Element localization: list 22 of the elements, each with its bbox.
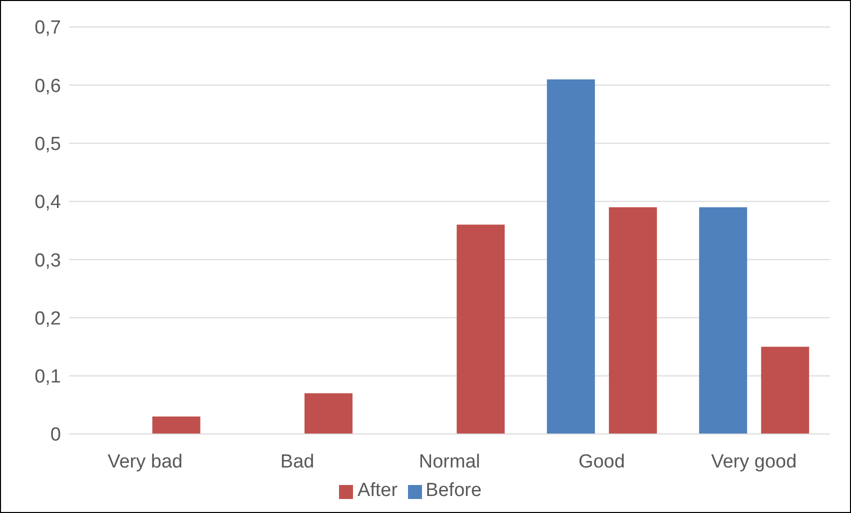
bar — [608, 207, 657, 434]
bar — [761, 346, 810, 434]
bar — [304, 393, 353, 434]
y-tick-label: 0,6 — [34, 76, 61, 97]
legend-label: Before — [426, 480, 482, 501]
y-tick-label: 0 — [50, 424, 61, 446]
y-tick-label: 0,4 — [34, 192, 62, 214]
x-tick-label: Normal — [418, 451, 480, 472]
bar — [456, 224, 505, 434]
bar — [699, 207, 748, 434]
y-tick-label: 0,1 — [34, 366, 61, 388]
legend-label: After — [357, 480, 398, 501]
y-tick-label: 0,2 — [34, 308, 61, 330]
y-tick-label: 0,7 — [34, 18, 61, 39]
bar — [546, 79, 595, 434]
bar — [152, 416, 200, 434]
x-tick-label: Very bad — [108, 451, 183, 472]
x-tick-label: Bad — [280, 451, 314, 472]
y-tick-label: 0,5 — [34, 134, 61, 156]
x-tick-label: Very good — [711, 451, 797, 472]
x-tick-label: Good — [578, 451, 625, 472]
y-tick-label: 0,3 — [34, 250, 61, 272]
